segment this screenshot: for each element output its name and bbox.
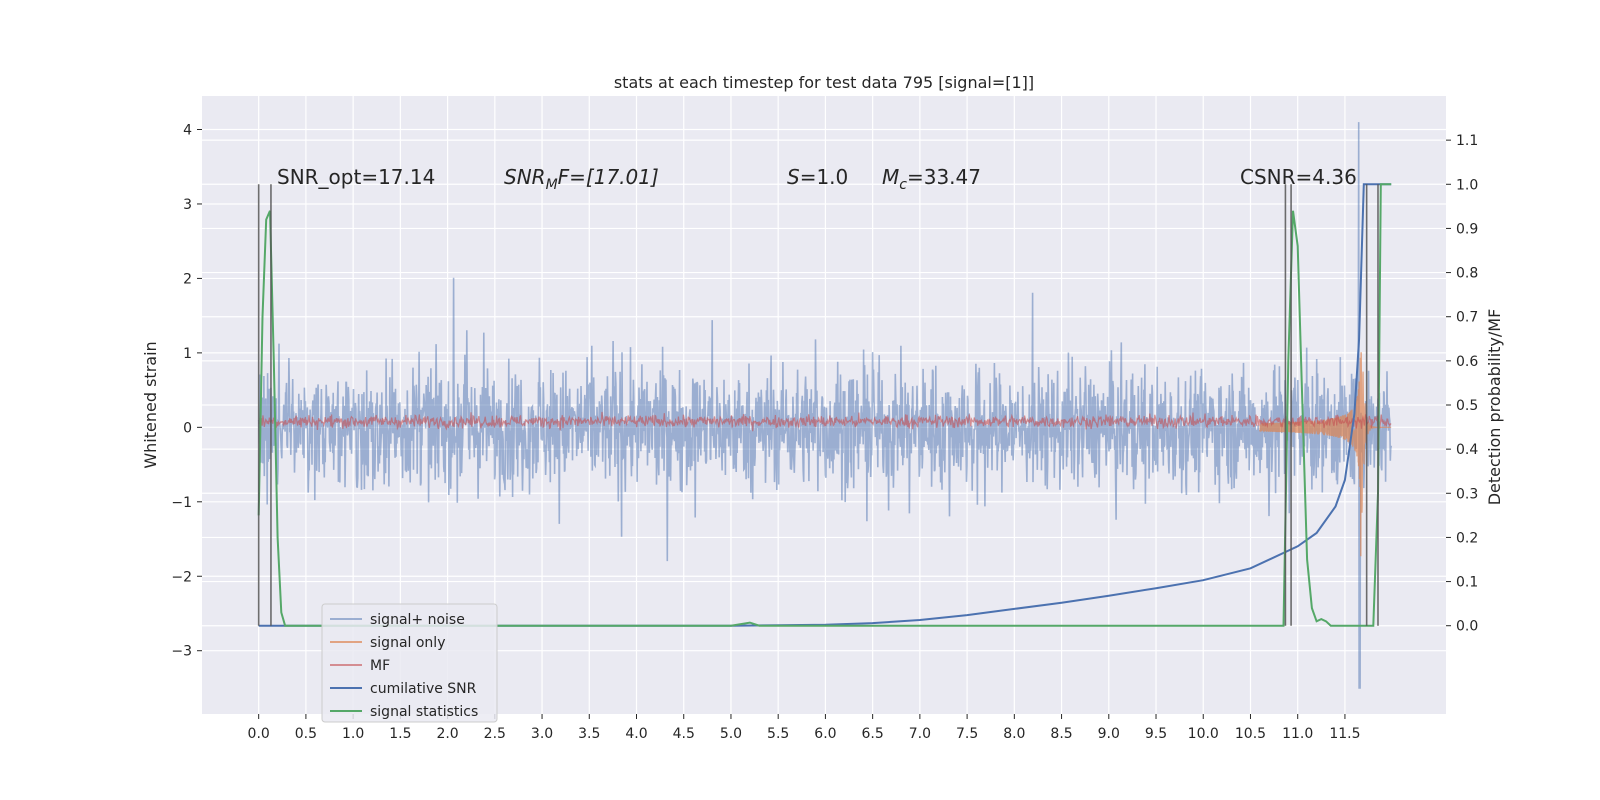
legend-label: MF (370, 658, 390, 674)
annotation-snr-opt: SNR_opt=17.14 (277, 165, 435, 189)
legend-label: signal+ noise (370, 612, 465, 628)
y-left-tick-label: 2 (183, 271, 192, 287)
annotation-snr-mf: SNRMF=[17.01] (504, 165, 659, 193)
annotation-s: S=1.0 (787, 165, 848, 189)
x-tick-label: 2.0 (436, 726, 458, 742)
x-tick-label: 0.0 (248, 726, 270, 742)
y-right-tick-label: 0.0 (1456, 619, 1478, 635)
x-tick-label: 1.0 (342, 726, 364, 742)
x-tick-label: 2.5 (484, 726, 506, 742)
y-right-tick-label: 0.2 (1456, 530, 1478, 546)
x-tick-label: 9.5 (1145, 726, 1167, 742)
x-tick-label: 1.5 (389, 726, 411, 742)
x-tick-label: 7.0 (909, 726, 931, 742)
annotation-s-value: =1.0 (800, 165, 849, 189)
y-axis-left-label: Whitened strain (141, 341, 160, 468)
annotation-s-symbol: S (787, 165, 800, 189)
x-tick-label: 5.5 (767, 726, 789, 742)
y-right-tick-label: 1.0 (1456, 177, 1478, 193)
x-tick-label: 4.5 (673, 726, 695, 742)
x-tick-label: 11.0 (1282, 726, 1313, 742)
x-tick-label: 11.5 (1329, 726, 1360, 742)
y-right-tick-label: 0.5 (1456, 398, 1478, 414)
x-tick-label: 3.5 (578, 726, 600, 742)
legend-box (321, 603, 498, 723)
annotation-snr-mf-subscript: M (546, 177, 558, 193)
y-right-tick-label: 0.4 (1456, 442, 1478, 458)
annotation-mc-subscript: c (899, 177, 907, 193)
legend-label: cumilative SNR (370, 681, 477, 697)
x-tick-label: 3.0 (531, 726, 553, 742)
x-tick-label: 10.5 (1235, 726, 1266, 742)
chart-title: stats at each timestep for test data 795… (614, 73, 1034, 92)
x-tick-label: 6.0 (814, 726, 836, 742)
y-right-tick-label: 0.3 (1456, 486, 1478, 502)
series-signal-only-line (1259, 352, 1392, 557)
series-mf-line (258, 411, 1392, 432)
x-tick-label: 4.0 (625, 726, 647, 742)
x-tick-label: 5.0 (720, 726, 742, 742)
y-right-tick-label: 1.1 (1456, 133, 1478, 149)
series-signal-noise-line (257, 122, 1392, 689)
x-tick-label: 0.5 (295, 726, 317, 742)
vertical-markers (257, 184, 1379, 626)
x-tick-label: 9.0 (1098, 726, 1120, 742)
annotation-mc-symbol: M (882, 165, 899, 189)
annotation-mc: Mc=33.47 (882, 165, 981, 193)
y-left-tick-label: −2 (171, 569, 192, 585)
y-left-tick-label: 1 (183, 346, 192, 362)
x-tick-label: 7.5 (956, 726, 978, 742)
y-right-tick-label: 0.6 (1456, 354, 1478, 370)
annotation-snr-mf-symbol: SNR (504, 165, 546, 189)
y-left-tick-label: −3 (171, 644, 192, 660)
x-tick-label: 8.0 (1003, 726, 1025, 742)
x-tick-label: 8.5 (1050, 726, 1072, 742)
y-left-tick-label: 0 (183, 420, 192, 436)
annotation-csnr: CSNR=4.36 (1240, 165, 1357, 189)
y-right-tick-label: 0.9 (1456, 221, 1478, 237)
y-axis-left-ticks: 4 3 2 1 0 −1 −2 −3 (171, 123, 202, 660)
x-tick-label: 10.0 (1188, 726, 1219, 742)
y-axis-right-ticks: 1.1 1.0 0.9 0.8 0.7 0.6 0.5 0.4 0.3 0.2 0.1 0.0 (1446, 133, 1478, 635)
annotation-snr-mf-value: F=[17.01] (558, 165, 659, 189)
y-left-tick-label: 4 (183, 123, 192, 139)
y-right-tick-label: 0.1 (1456, 575, 1478, 591)
y-right-tick-label: 0.8 (1456, 266, 1478, 282)
y-left-tick-label: −1 (171, 495, 192, 511)
y-right-tick-label: 0.7 (1456, 310, 1478, 326)
legend-label: signal statistics (370, 704, 478, 720)
x-axis-ticks: 0.0 0.5 1.0 1.5 2.0 2.5 3.0 3.5 4.0 4.5 5.0 5.5 6.0 6… (248, 714, 1361, 742)
legend-label: signal only (370, 635, 445, 651)
x-tick-label: 6.5 (862, 726, 884, 742)
y-left-tick-label: 3 (183, 197, 192, 213)
legend: signal+ noise signal only MF cumilative SNR… (321, 603, 498, 723)
y-axis-right-label: Detection probability/MF (1485, 309, 1504, 506)
annotation-mc-value: =33.47 (907, 165, 981, 189)
